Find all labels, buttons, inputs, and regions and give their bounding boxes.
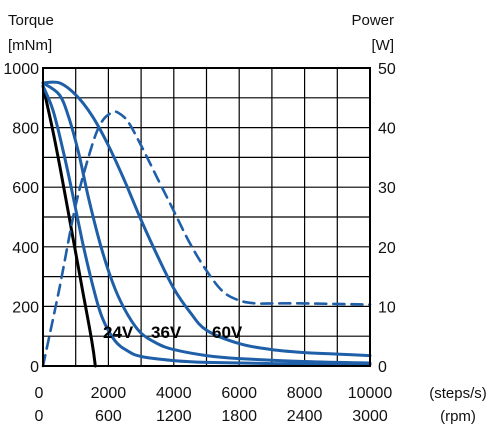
x-rpm-tick-label: 1200 [156, 408, 192, 425]
x-steps-tick-label: 8000 [287, 385, 323, 402]
x-steps-tick-label: 0 [35, 385, 44, 402]
y-right-tick-label: 0 [378, 359, 387, 376]
y-left-tick-label: 400 [12, 240, 39, 257]
x-unit-rpm: (rpm) [440, 408, 476, 425]
y-left-tick-label: 600 [12, 180, 39, 197]
y-left-tick-label: 800 [12, 121, 39, 138]
voltage-label-60v: 60V [212, 323, 243, 342]
curves [41, 80, 372, 368]
torque-curve-24v [41, 84, 372, 366]
y-right-title: Power [351, 12, 394, 29]
voltage-label-24v: 24V [103, 323, 134, 342]
x-rpm-tick-labels: 0 600 1200 1800 2400 3000 [35, 408, 388, 425]
x-steps-tick-label: 10000 [348, 385, 393, 402]
y-left-tick-label: 200 [12, 299, 39, 316]
x-rpm-tick-label: 1800 [221, 408, 257, 425]
y-left-unit: [mNm] [8, 37, 52, 54]
plot-frame [42, 67, 371, 367]
power-curve-60v [41, 110, 372, 368]
y-right-tick-label: 50 [378, 61, 396, 78]
y-left-tick-label: 1000 [3, 61, 39, 78]
y-left-tick-labels: 0 200 400 600 800 1000 [3, 61, 39, 376]
y-right-tick-label: 40 [378, 121, 396, 138]
y-right-unit: [W] [372, 37, 395, 54]
x-rpm-tick-label: 2400 [287, 408, 323, 425]
voltage-label-36v: 36V [151, 323, 182, 342]
x-rpm-tick-label: 3000 [352, 408, 388, 425]
x-steps-tick-label: 4000 [156, 385, 192, 402]
x-steps-tick-label: 6000 [221, 385, 257, 402]
torque-curve-60v [41, 80, 372, 358]
x-steps-tick-labels: 0 2000 4000 6000 8000 10000 [35, 385, 393, 402]
x-steps-tick-label: 2000 [91, 385, 127, 402]
torque-curve-36v [41, 81, 372, 365]
torque-curve-24v-black [41, 84, 97, 368]
x-unit-steps: (steps/s) [429, 385, 487, 402]
y-right-tick-label: 20 [378, 240, 396, 257]
y-left-tick-label: 0 [30, 359, 39, 376]
y-right-tick-label: 30 [378, 180, 396, 197]
y-right-tick-labels: 0 10 20 30 40 50 [378, 61, 396, 376]
x-rpm-tick-label: 0 [35, 408, 44, 425]
x-rpm-tick-label: 600 [95, 408, 122, 425]
y-right-tick-label: 10 [378, 299, 396, 316]
y-left-title: Torque [8, 12, 54, 29]
